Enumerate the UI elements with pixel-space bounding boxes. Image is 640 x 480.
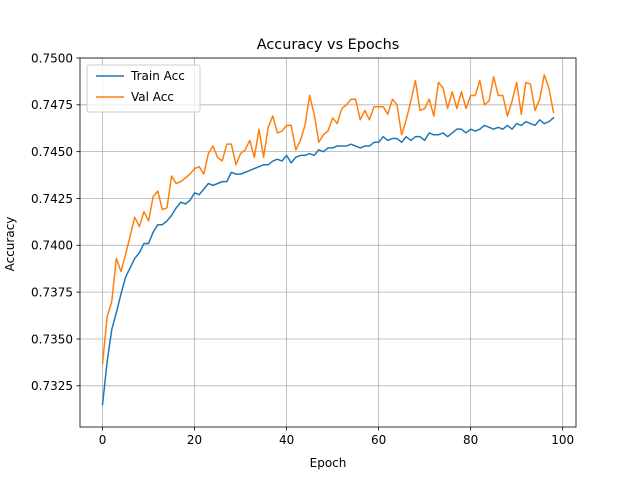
y-tick-label: 0.7450 <box>31 145 73 159</box>
series-line-train-acc <box>101 116 555 406</box>
y-axis-label: Accuracy <box>3 217 17 272</box>
y-tick-label: 0.7325 <box>31 379 73 393</box>
x-tick-label: 60 <box>371 433 386 447</box>
series-line-val-acc <box>101 74 555 365</box>
y-tick-label: 0.7475 <box>31 98 73 112</box>
x-axis-label: Epoch <box>310 456 347 470</box>
y-tick-label: 0.7400 <box>31 239 73 253</box>
plot-frame <box>79 57 577 428</box>
ticks: 0 20 40 60 80 100 0.7325 0.7350 0.7375 0.7400 0.74… <box>31 51 574 447</box>
legend-label-val: Val Acc <box>131 90 174 104</box>
y-tick-label: 0.7375 <box>31 285 73 299</box>
x-tick-label: 100 <box>551 433 574 447</box>
x-tick-label: 80 <box>463 433 478 447</box>
chart-title: Accuracy vs Epochs <box>257 37 399 53</box>
y-tick-label: 0.7500 <box>31 51 73 65</box>
legend: Train Acc Val Acc <box>86 64 201 113</box>
x-tick-label: 40 <box>279 433 294 447</box>
legend-label-train: Train Acc <box>130 69 185 83</box>
y-tick-label: 0.7350 <box>31 332 73 346</box>
x-tick-label: 20 <box>187 433 202 447</box>
series-lines <box>101 74 555 406</box>
x-tick-label: 0 <box>99 433 107 447</box>
y-tick-label: 0.7425 <box>31 192 73 206</box>
